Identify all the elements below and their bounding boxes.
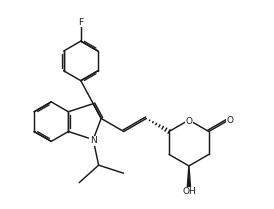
Text: OH: OH (182, 187, 196, 196)
Text: O: O (185, 117, 192, 126)
Text: F: F (78, 18, 83, 27)
Text: O: O (227, 116, 234, 125)
Polygon shape (187, 166, 191, 191)
Text: N: N (90, 136, 96, 145)
